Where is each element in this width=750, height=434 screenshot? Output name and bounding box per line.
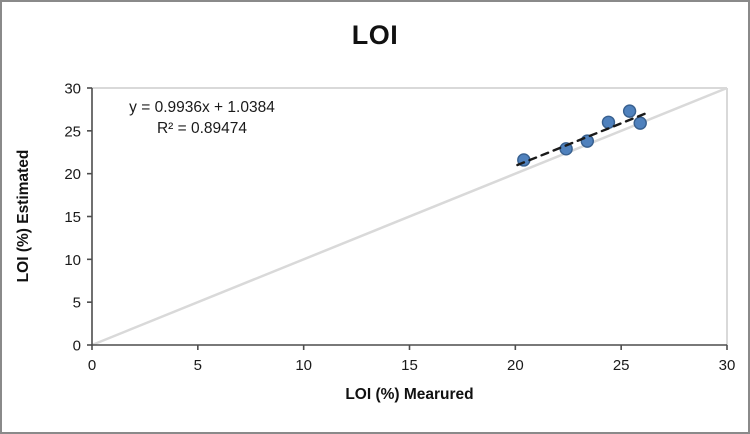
trendline-equation: y = 0.9936x + 1.0384 <box>129 99 275 116</box>
chart-title: LOI <box>351 20 399 50</box>
x-tick-label: 15 <box>401 357 418 374</box>
x-tick-label: 10 <box>295 357 312 374</box>
data-point <box>580 134 594 148</box>
y-tick-label: 25 <box>64 123 81 140</box>
identity-line <box>91 86 728 347</box>
y-tick-label: 10 <box>64 252 81 269</box>
x-tick-label: 25 <box>613 357 630 374</box>
y-tick-label: 15 <box>64 209 81 226</box>
x-tick-label: 0 <box>88 357 96 374</box>
y-axis-title: LOI (%) Estimated <box>15 149 32 283</box>
x-axis-title: LOI (%) Mearured <box>345 386 474 403</box>
data-point <box>633 116 647 130</box>
x-tick-label: 30 <box>719 357 736 374</box>
trendline <box>516 111 648 167</box>
data-point <box>622 104 637 118</box>
y-tick-label: 30 <box>64 81 81 98</box>
trendline-r-squared: R² = 0.89474 <box>156 120 248 137</box>
x-tick-label: 5 <box>194 357 202 374</box>
x-tick-label: 20 <box>507 357 524 374</box>
trendline-annotation: y = 0.9936x + 1.0384 R² = 0.89474 <box>100 97 304 139</box>
data-point <box>601 115 616 129</box>
y-tick-label: 0 <box>73 338 81 355</box>
y-tick-label: 5 <box>73 295 81 312</box>
y-tick-label: 20 <box>64 166 81 183</box>
